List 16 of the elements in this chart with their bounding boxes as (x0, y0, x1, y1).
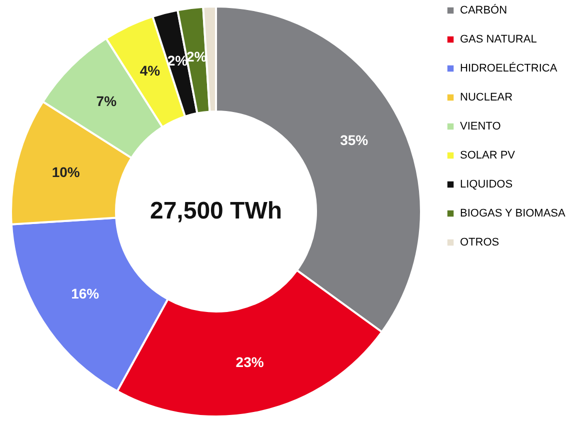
legend-label: BIOGAS Y BIOMASA (460, 208, 566, 220)
data-label: 23% (236, 354, 264, 370)
legend-label: CARBÓN (460, 4, 508, 16)
legend-label: OTROS (460, 236, 500, 248)
legend-label: HIDROELÉCTRICA (460, 62, 558, 74)
legend-label: NUCLEAR (460, 92, 513, 104)
data-label: 16% (71, 286, 100, 302)
data-label: 4% (140, 62, 161, 78)
legend-label: LIQUIDOS (460, 178, 513, 190)
text: 27,500 TWh (150, 198, 282, 224)
data-label: 7% (96, 92, 118, 109)
data-label: 35% (340, 132, 369, 148)
legend-label: VIENTO (460, 120, 502, 132)
data-label: 10% (52, 164, 80, 180)
legend-label: GAS NATURAL (460, 34, 537, 46)
legend-label: SOLAR PV (460, 150, 516, 162)
